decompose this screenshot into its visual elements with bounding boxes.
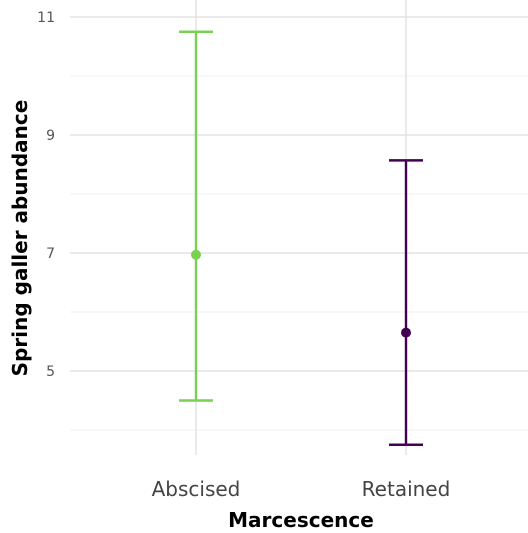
y-tick-label: 5 [46, 364, 55, 380]
x-axis-ticks: Abscised Retained [152, 477, 451, 501]
x-tick-label: Abscised [152, 477, 241, 501]
grid [70, 0, 528, 455]
y-tick-label: 7 [46, 246, 55, 262]
x-tick-label: Retained [362, 477, 451, 501]
y-tick-label: 11 [37, 10, 55, 26]
mean-point [191, 249, 201, 260]
y-axis-ticks: 5 7 9 11 [37, 10, 55, 380]
error-bar-retained [389, 159, 423, 446]
x-axis-title: Marcescence [228, 508, 374, 532]
y-tick-label: 9 [46, 128, 55, 144]
y-axis-title: Spring galler abundance [8, 100, 32, 377]
error-bars [179, 30, 423, 446]
mean-point [401, 327, 411, 338]
error-bar-abscised [179, 30, 213, 402]
